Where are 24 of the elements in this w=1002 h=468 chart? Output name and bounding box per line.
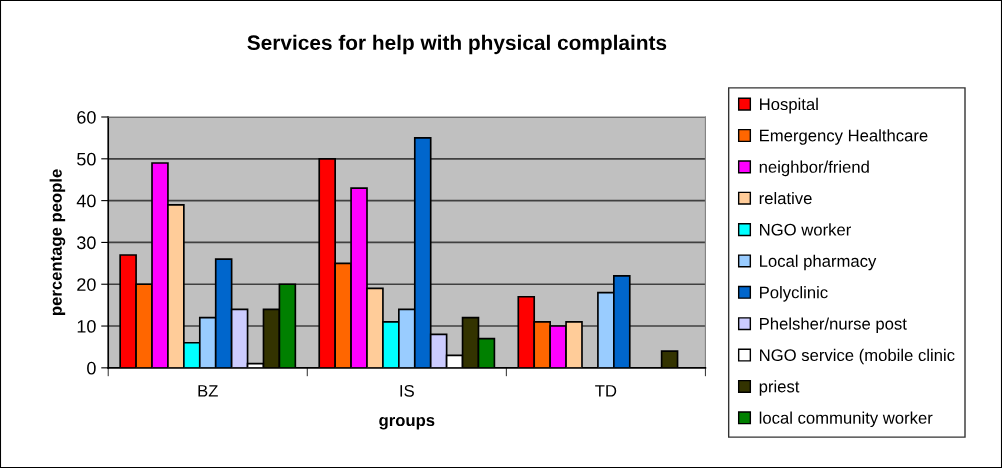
x-tick-label: BZ — [198, 385, 218, 397]
y-tick-label: 30 — [77, 236, 96, 250]
legend-label: NGO service (mobile clinic — [760, 348, 955, 365]
y-tick-label: 60 — [77, 110, 96, 124]
legend-label: priest — [759, 380, 800, 396]
x-axis-title: groups — [379, 416, 435, 430]
y-tick-label: 10 — [77, 319, 96, 333]
legend-label: Local pharmacy — [760, 254, 877, 271]
y-tick-label: 40 — [76, 194, 96, 208]
x-tick-label: IS — [400, 384, 414, 397]
legend-label: neighbor/friend — [759, 160, 869, 177]
x-tick-label: TD — [595, 385, 617, 397]
chart-title: Services for help with physical complaints — [247, 34, 667, 55]
legend-label: Phelsher/nurse post — [760, 317, 907, 333]
legend-label: NGO worker — [760, 223, 851, 236]
y-tick-label: 20 — [77, 278, 96, 291]
y-axis-title: percentage people — [49, 169, 66, 315]
y-tick-label: 0 — [87, 361, 96, 375]
legend-label: Emergency Healthcare — [760, 129, 928, 145]
legend-label: relative — [759, 191, 812, 205]
legend-label: local community worker — [759, 411, 933, 428]
legend-label: Hospital — [760, 97, 818, 114]
y-tick-label: 50 — [77, 152, 96, 166]
legend-label: Polyclinic — [760, 286, 828, 302]
